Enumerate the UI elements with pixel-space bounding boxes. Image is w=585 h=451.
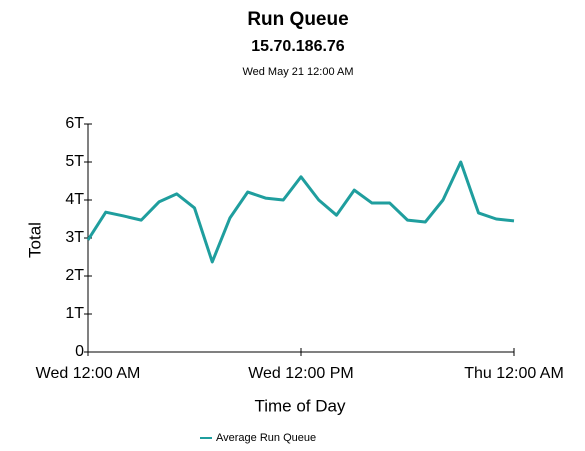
- x-tick-label: Wed 12:00 AM: [36, 365, 141, 382]
- y-axis-label: Total: [25, 222, 44, 258]
- y-tick-label: 4T: [65, 191, 84, 208]
- series-line: [86, 160, 515, 264]
- y-tick-label: 6T: [65, 115, 84, 132]
- legend-label: Average Run Queue: [216, 432, 316, 444]
- y-tick-label: 1T: [65, 305, 84, 322]
- y-tick-label: 0: [75, 343, 84, 360]
- chart-title: Run Queue: [247, 9, 348, 30]
- date-label: Wed May 21 12:00 AM: [242, 66, 353, 78]
- y-tick-label: 5T: [65, 153, 84, 170]
- chart-subtitle: 15.70.186.76: [251, 38, 345, 55]
- x-tick-label: Thu 12:00 AM: [464, 365, 564, 382]
- y-tick-label: 3T: [65, 229, 84, 246]
- y-tick-label: 2T: [65, 267, 84, 284]
- x-axis-label: Time of Day: [254, 396, 346, 415]
- x-tick-label: Wed 12:00 PM: [248, 365, 354, 382]
